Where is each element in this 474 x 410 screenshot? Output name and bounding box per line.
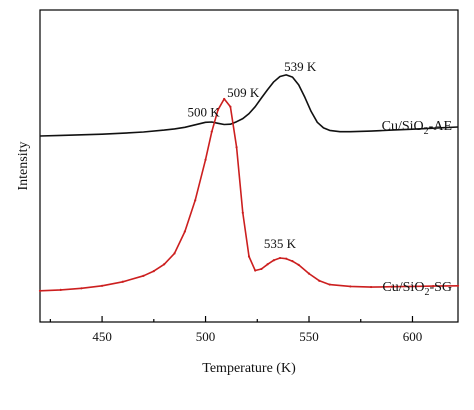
series-point bbox=[328, 283, 331, 286]
x-axis-label: Temperature (K) bbox=[202, 361, 296, 376]
peak-label-539k: 539 K bbox=[284, 59, 317, 74]
series-point bbox=[152, 270, 155, 273]
series-point bbox=[241, 211, 244, 214]
series-label-subscript: 2 bbox=[424, 126, 429, 137]
series-point bbox=[229, 105, 232, 108]
series-point bbox=[163, 263, 166, 266]
series-point bbox=[411, 285, 414, 288]
x-axis-tick-labels: 450 500 550 600 bbox=[92, 329, 422, 344]
series-point bbox=[235, 146, 238, 149]
series-point bbox=[59, 288, 62, 291]
series-point bbox=[369, 285, 373, 289]
series-point bbox=[254, 269, 257, 272]
y-axis-label: Intensity bbox=[16, 142, 31, 191]
series-point bbox=[260, 267, 263, 271]
series-point bbox=[266, 263, 269, 266]
series-point bbox=[38, 289, 42, 292]
peak-label-509k: 509 K bbox=[227, 85, 260, 100]
series-point bbox=[285, 257, 288, 260]
series-point bbox=[194, 199, 197, 202]
series-point bbox=[142, 274, 145, 277]
x-axis-ticks bbox=[49, 316, 414, 322]
series-line-cu-sio2-ae bbox=[39, 74, 459, 137]
series-point bbox=[100, 284, 104, 287]
x-tick-label-550: 550 bbox=[299, 329, 319, 344]
series-point bbox=[80, 287, 83, 290]
series-label-subscript: 2 bbox=[424, 287, 429, 298]
series-point bbox=[390, 285, 393, 288]
x-tick-label-600: 600 bbox=[403, 329, 423, 344]
series-point bbox=[456, 284, 460, 287]
series-point bbox=[121, 280, 124, 283]
series-label-cu-sio2-ae: Cu/SiO2-AE bbox=[382, 119, 452, 137]
series-point bbox=[204, 158, 207, 161]
x-tick-label-500: 500 bbox=[196, 329, 216, 344]
series-point bbox=[210, 130, 213, 133]
series-point bbox=[318, 279, 321, 282]
series-layer bbox=[38, 74, 460, 292]
series-point bbox=[291, 260, 294, 263]
peak-annotations: 539 K 500 K 509 K 535 K bbox=[187, 59, 316, 251]
series-point bbox=[272, 259, 275, 262]
series-point bbox=[183, 230, 186, 233]
series-point bbox=[349, 285, 352, 288]
peak-label-535k: 535 K bbox=[264, 236, 297, 251]
series-label-tail: -AE bbox=[429, 119, 452, 134]
series-label-main: Cu/SiO bbox=[382, 119, 424, 134]
series-point bbox=[247, 255, 251, 258]
series-point bbox=[278, 256, 282, 260]
series-label-main: Cu/SiO bbox=[382, 280, 424, 295]
series-line-cu-sio2-sg bbox=[39, 98, 459, 292]
series-point bbox=[307, 272, 311, 275]
series-point bbox=[223, 97, 226, 101]
x-tick-label-450: 450 bbox=[92, 329, 112, 344]
series-label-cu-sio2-sg: Cu/SiO2-SG bbox=[382, 280, 452, 298]
series-point bbox=[216, 108, 220, 111]
series-label-tail: -SG bbox=[429, 280, 452, 295]
series-point bbox=[432, 285, 435, 288]
series-point bbox=[297, 263, 300, 267]
peak-label-500k: 500 K bbox=[187, 104, 220, 119]
plot-frame bbox=[39, 9, 459, 323]
series-point bbox=[173, 252, 176, 255]
